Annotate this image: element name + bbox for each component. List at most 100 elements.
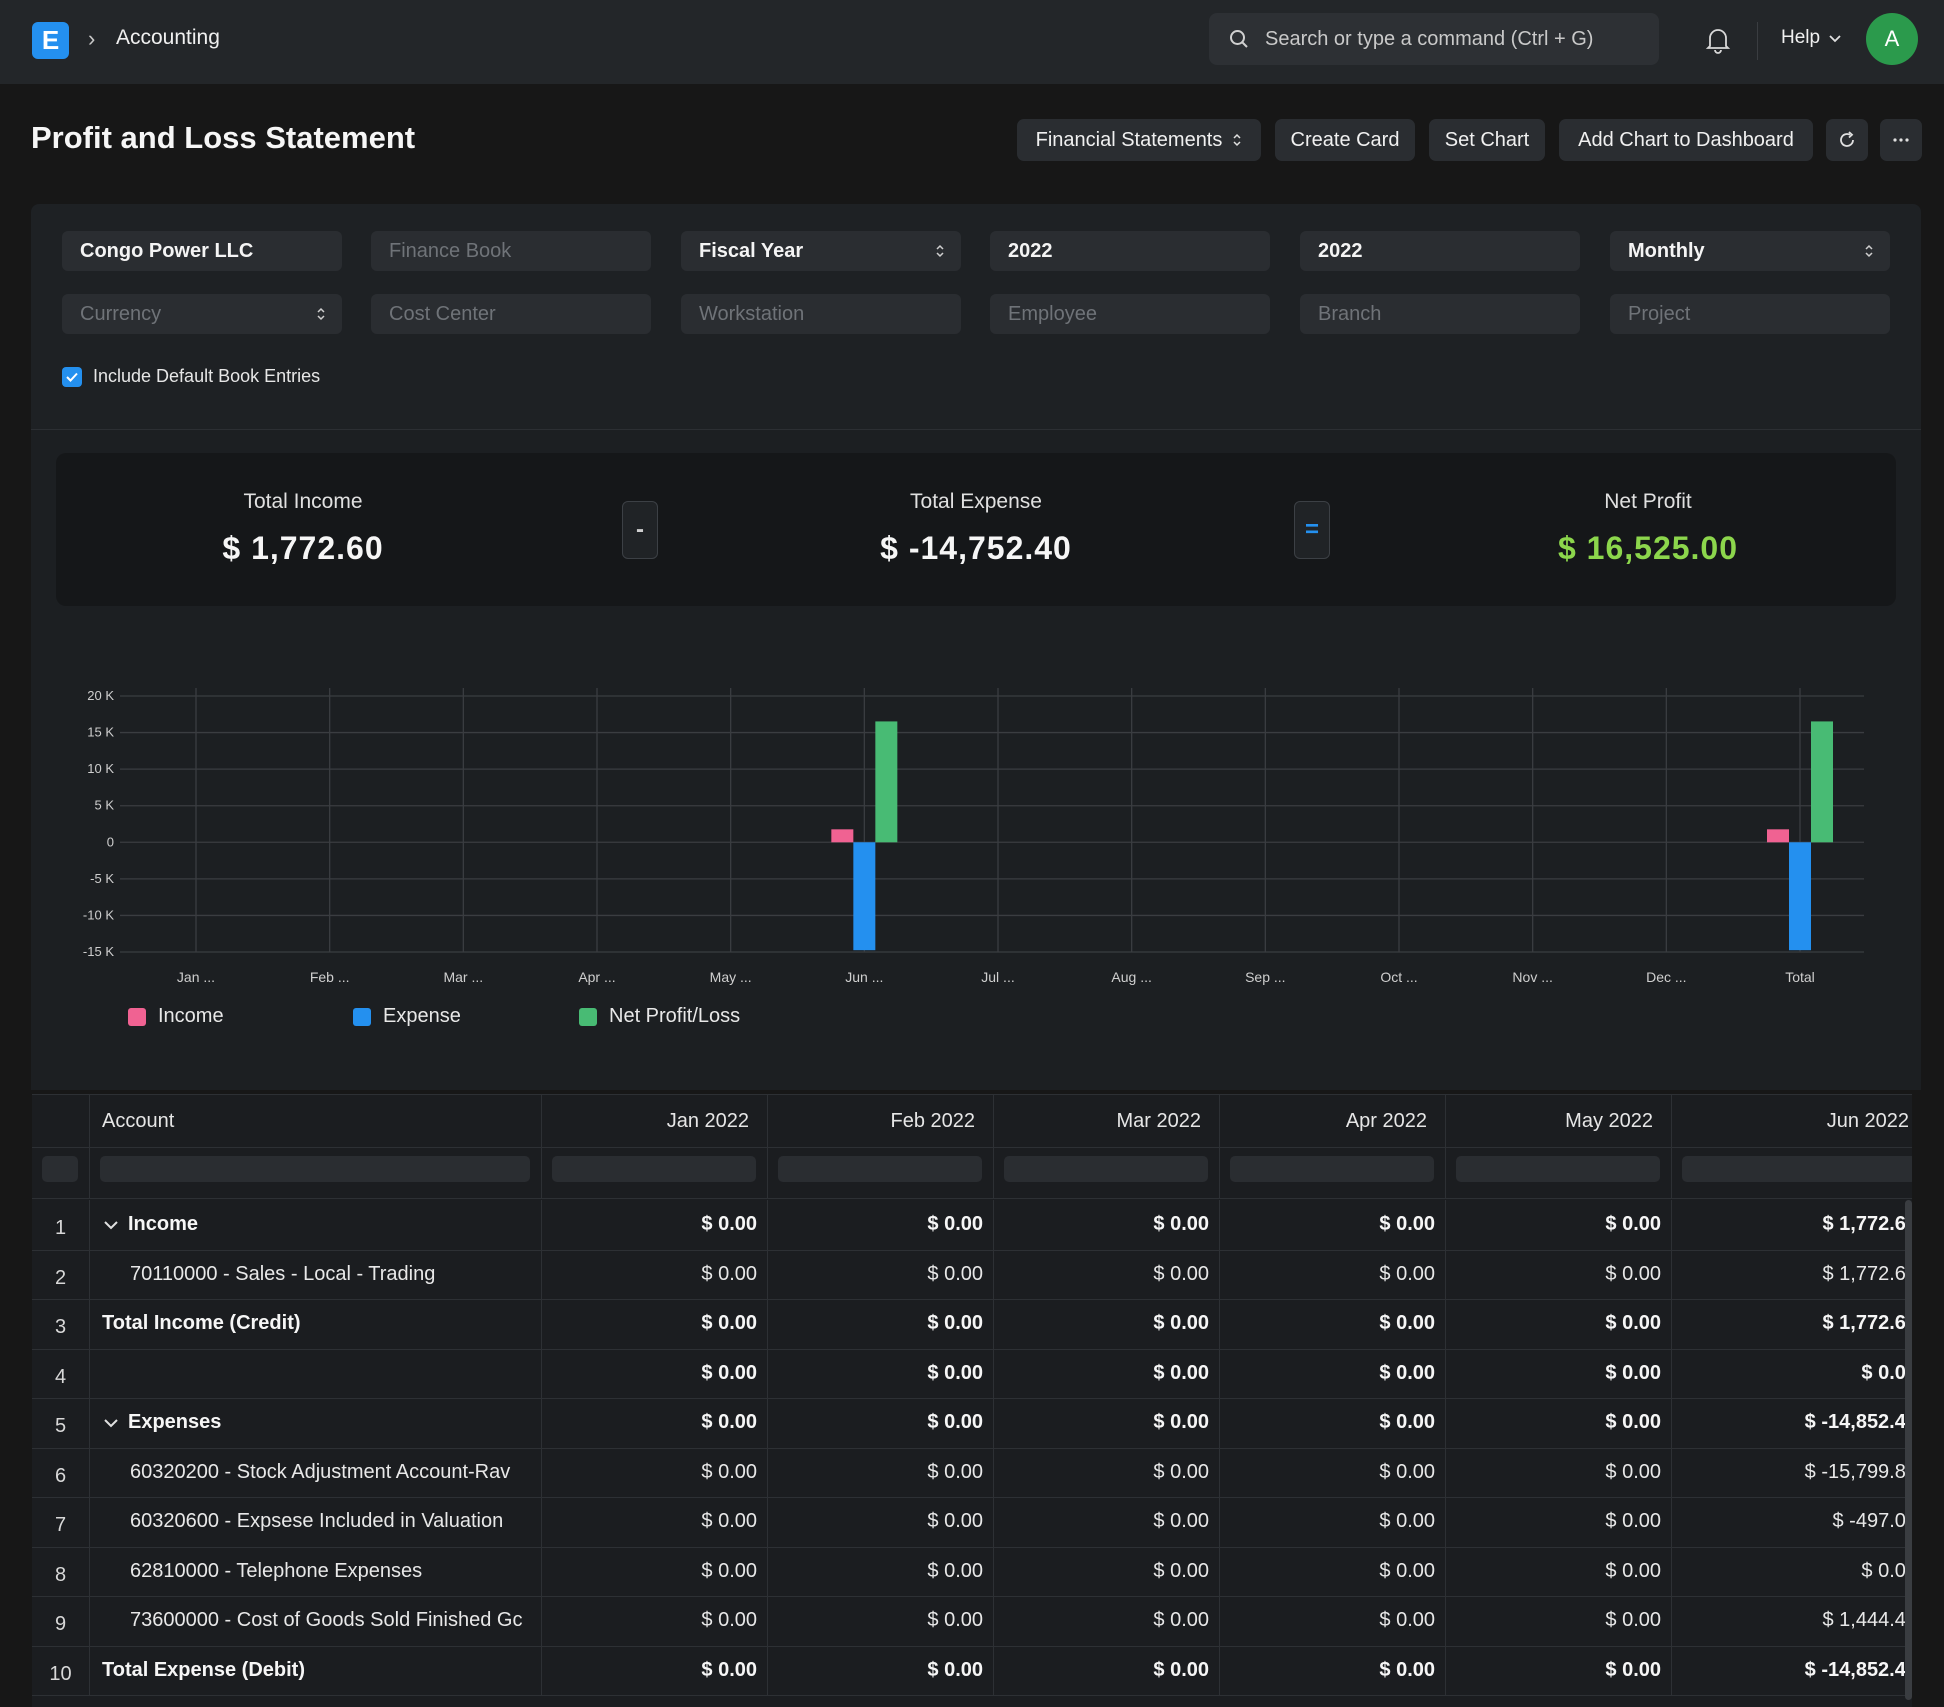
account-cell[interactable]: Total Income (Credit) bbox=[90, 1299, 542, 1349]
amount-cell[interactable]: $ -14,852.40 bbox=[1672, 1398, 1912, 1448]
amount-cell[interactable]: $ 0.00 bbox=[768, 1249, 994, 1299]
column-filter-input[interactable] bbox=[100, 1156, 530, 1182]
amount-cell[interactable]: $ 0.00 bbox=[994, 1645, 1220, 1695]
amount-cell[interactable]: $ 0.00 bbox=[768, 1299, 994, 1349]
cost-center-field[interactable]: Cost Center bbox=[371, 294, 651, 334]
breadcrumb-accounting[interactable]: Accounting bbox=[116, 26, 220, 49]
chevron-down-icon[interactable] bbox=[102, 1219, 120, 1231]
branch-field[interactable]: Branch bbox=[1300, 294, 1580, 334]
amount-cell[interactable]: $ 0.00 bbox=[542, 1447, 768, 1497]
column-filter-cell[interactable] bbox=[90, 1146, 542, 1198]
workstation-field[interactable]: Workstation bbox=[681, 294, 961, 334]
amount-cell[interactable]: $ 0.00 bbox=[994, 1497, 1220, 1547]
amount-cell[interactable]: $ 0.00 bbox=[994, 1546, 1220, 1596]
amount-cell[interactable]: $ 0.00 bbox=[542, 1348, 768, 1398]
column-header[interactable]: May 2022 bbox=[1446, 1095, 1672, 1147]
more-options-button[interactable] bbox=[1880, 119, 1922, 161]
column-filter-cell[interactable] bbox=[1672, 1146, 1912, 1198]
amount-cell[interactable]: $ 0.00 bbox=[994, 1200, 1220, 1250]
amount-cell[interactable]: $ 0.00 bbox=[768, 1546, 994, 1596]
amount-cell[interactable]: $ 0.00 bbox=[1220, 1447, 1446, 1497]
amount-cell[interactable]: $ 0.00 bbox=[1220, 1546, 1446, 1596]
amount-cell[interactable]: $ 0.00 bbox=[542, 1299, 768, 1349]
amount-cell[interactable]: $ 1,772.60 bbox=[1672, 1250, 1912, 1300]
financial-statements-button[interactable]: Financial Statements bbox=[1017, 119, 1261, 161]
amount-cell[interactable]: $ 0.00 bbox=[542, 1497, 768, 1547]
amount-cell[interactable]: $ 0.00 bbox=[1220, 1299, 1446, 1349]
account-cell[interactable]: 62810000 - Telephone Expenses bbox=[90, 1546, 542, 1596]
table-scrollbar[interactable] bbox=[1905, 1200, 1912, 1700]
column-header[interactable]: Jan 2022 bbox=[542, 1095, 768, 1147]
column-header[interactable]: Mar 2022 bbox=[994, 1095, 1220, 1147]
column-filter-input[interactable] bbox=[778, 1156, 982, 1182]
amount-cell[interactable]: $ 0.00 bbox=[768, 1645, 994, 1695]
amount-cell[interactable]: $ 1,444.40 bbox=[1672, 1596, 1912, 1646]
amount-cell[interactable]: $ 0.00 bbox=[768, 1497, 994, 1547]
help-dropdown[interactable]: Help bbox=[1781, 27, 1842, 49]
employee-field[interactable]: Employee bbox=[990, 294, 1270, 334]
include-default-book-checkbox[interactable] bbox=[62, 366, 82, 387]
amount-cell[interactable]: $ 0.00 bbox=[1446, 1200, 1672, 1250]
amount-cell[interactable]: $ 0.00 bbox=[1220, 1348, 1446, 1398]
column-header[interactable]: Account bbox=[90, 1095, 542, 1147]
amount-cell[interactable]: $ 0.00 bbox=[542, 1398, 768, 1448]
chevron-down-icon[interactable] bbox=[102, 1417, 120, 1429]
column-filter-cell[interactable] bbox=[1220, 1146, 1446, 1198]
amount-cell[interactable]: $ 0.00 bbox=[994, 1447, 1220, 1497]
account-cell[interactable]: Total Expense (Debit) bbox=[90, 1645, 542, 1695]
column-filter-input[interactable] bbox=[1004, 1156, 1208, 1182]
amount-cell[interactable]: $ 1,772.60 bbox=[1672, 1200, 1912, 1250]
amount-cell[interactable]: $ 0.00 bbox=[1446, 1249, 1672, 1299]
search-input[interactable] bbox=[1263, 26, 1657, 52]
column-filter-input[interactable] bbox=[552, 1156, 756, 1182]
column-header[interactable]: Feb 2022 bbox=[768, 1095, 994, 1147]
amount-cell[interactable]: $ 0.00 bbox=[1446, 1497, 1672, 1547]
create-card-button[interactable]: Create Card bbox=[1275, 119, 1415, 161]
column-filter-cell[interactable] bbox=[994, 1146, 1220, 1198]
amount-cell[interactable]: $ 0.00 bbox=[994, 1398, 1220, 1448]
account-cell[interactable]: 60320200 - Stock Adjustment Account-Rav bbox=[90, 1447, 542, 1497]
amount-cell[interactable]: $ 0.00 bbox=[542, 1249, 768, 1299]
account-cell[interactable]: Income bbox=[90, 1200, 542, 1250]
amount-cell[interactable]: $ 0.00 bbox=[542, 1200, 768, 1250]
amount-cell[interactable]: $ 0.00 bbox=[542, 1546, 768, 1596]
column-filter-cell[interactable] bbox=[542, 1146, 768, 1198]
column-header[interactable]: Jun 2022 bbox=[1672, 1095, 1912, 1147]
search-bar[interactable] bbox=[1209, 13, 1659, 65]
amount-cell[interactable]: $ 0.00 bbox=[1220, 1249, 1446, 1299]
legend-item-income[interactable]: Income bbox=[128, 1005, 224, 1028]
amount-cell[interactable]: $ 0.00 bbox=[994, 1348, 1220, 1398]
amount-cell[interactable]: $ 0.00 bbox=[1672, 1349, 1912, 1399]
account-cell[interactable]: Expenses bbox=[90, 1398, 542, 1448]
amount-cell[interactable]: $ 0.00 bbox=[1446, 1447, 1672, 1497]
amount-cell[interactable]: $ 0.00 bbox=[1446, 1645, 1672, 1695]
legend-item-net-profit[interactable]: Net Profit/Loss bbox=[579, 1005, 740, 1028]
company-field[interactable]: Congo Power LLC bbox=[62, 231, 342, 271]
column-filter-input[interactable] bbox=[1682, 1156, 1912, 1182]
amount-cell[interactable]: $ 0.00 bbox=[768, 1447, 994, 1497]
amount-cell[interactable]: $ 0.00 bbox=[1220, 1398, 1446, 1448]
bell-icon[interactable] bbox=[1705, 26, 1731, 54]
amount-cell[interactable]: $ 0.00 bbox=[1672, 1547, 1912, 1597]
avatar[interactable]: A bbox=[1866, 13, 1918, 65]
add-chart-to-dashboard-button[interactable]: Add Chart to Dashboard bbox=[1559, 119, 1813, 161]
amount-cell[interactable]: $ 0.00 bbox=[1220, 1645, 1446, 1695]
column-filter-cell[interactable] bbox=[768, 1146, 994, 1198]
from-fiscal-year-field[interactable]: 2022 bbox=[990, 231, 1270, 271]
amount-cell[interactable]: $ 0.00 bbox=[1446, 1348, 1672, 1398]
to-fiscal-year-field[interactable]: 2022 bbox=[1300, 231, 1580, 271]
amount-cell[interactable]: $ 1,772.60 bbox=[1672, 1299, 1912, 1349]
amount-cell[interactable]: $ 0.00 bbox=[768, 1398, 994, 1448]
account-cell[interactable]: 60320600 - Expsese Included in Valuation bbox=[90, 1497, 542, 1547]
legend-item-expense[interactable]: Expense bbox=[353, 1005, 461, 1028]
amount-cell[interactable]: $ 0.00 bbox=[768, 1348, 994, 1398]
amount-cell[interactable]: $ 0.00 bbox=[542, 1645, 768, 1695]
account-cell[interactable]: 73600000 - Cost of Goods Sold Finished G… bbox=[90, 1596, 542, 1646]
currency-select[interactable]: Currency bbox=[62, 294, 342, 334]
project-field[interactable]: Project bbox=[1610, 294, 1890, 334]
amount-cell[interactable]: $ 0.00 bbox=[1446, 1596, 1672, 1646]
column-filter-input[interactable] bbox=[1230, 1156, 1434, 1182]
amount-cell[interactable]: $ 0.00 bbox=[768, 1200, 994, 1250]
amount-cell[interactable]: $ -14,852.40 bbox=[1672, 1646, 1912, 1696]
amount-cell[interactable]: $ -15,799.80 bbox=[1672, 1448, 1912, 1498]
